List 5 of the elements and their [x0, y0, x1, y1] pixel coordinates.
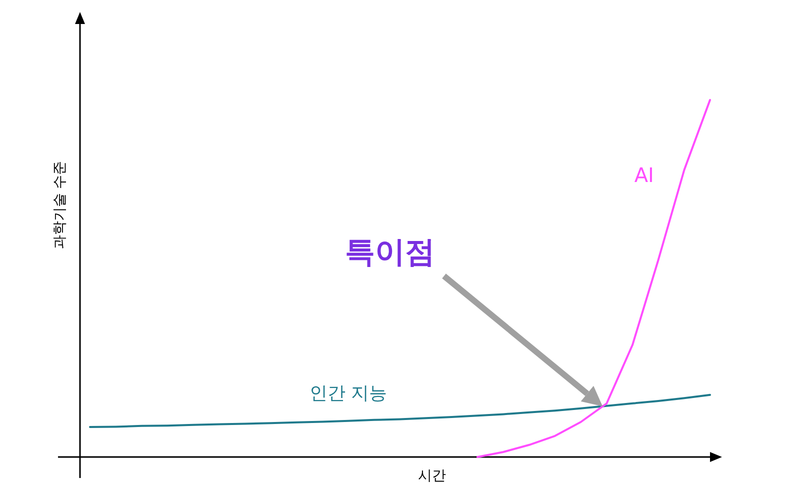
series-label: AI — [634, 162, 654, 187]
annotation: 특이점 — [345, 235, 435, 270]
series-label: 인간 지능 — [309, 382, 388, 404]
y-axis-title: 과학기술 수준 — [52, 160, 68, 250]
x-axis-title: 시간 — [418, 468, 446, 484]
